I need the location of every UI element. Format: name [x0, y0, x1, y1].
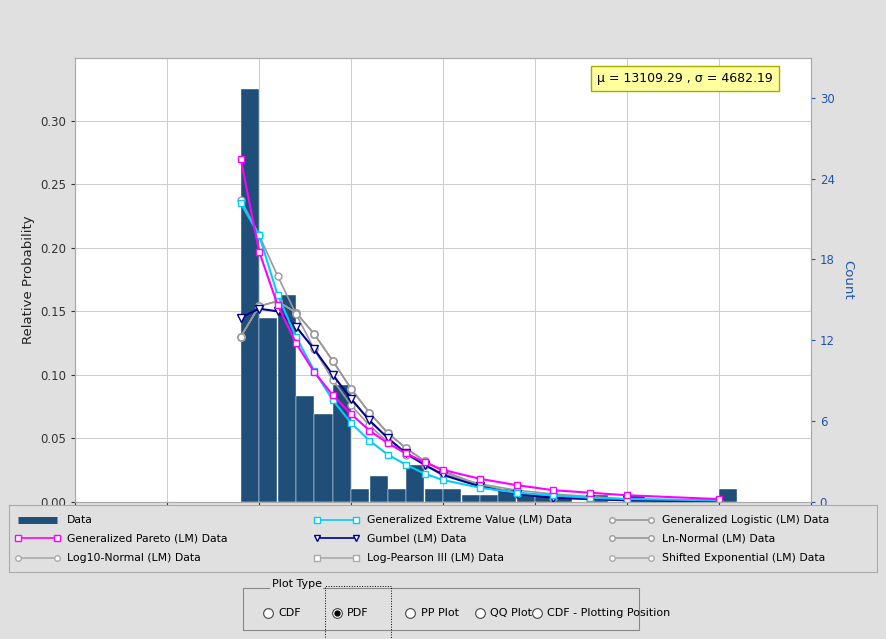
Bar	[719, 489, 737, 502]
X-axis label: Flow (cfs): Flow (cfs)	[405, 529, 481, 543]
Bar	[388, 489, 406, 502]
Bar	[315, 414, 332, 502]
Text: Plot Type: Plot Type	[272, 578, 322, 589]
Bar	[590, 495, 609, 502]
Bar	[351, 489, 369, 502]
Bar	[627, 495, 645, 502]
Bar	[424, 489, 443, 502]
Text: Data: Data	[67, 514, 93, 525]
Text: PDF: PDF	[347, 608, 369, 619]
Text: Log-Pearson III (LM) Data: Log-Pearson III (LM) Data	[367, 553, 503, 564]
Bar	[443, 489, 462, 502]
Bar	[407, 465, 424, 502]
Text: Generalized Logistic (LM) Data: Generalized Logistic (LM) Data	[662, 514, 829, 525]
Text: Gumbel (LM) Data: Gumbel (LM) Data	[367, 534, 466, 543]
Bar	[498, 489, 517, 502]
Bar	[244, 588, 639, 630]
Bar	[369, 476, 388, 502]
Text: Shifted Exponential (LM) Data: Shifted Exponential (LM) Data	[662, 553, 825, 564]
Bar	[480, 495, 498, 502]
Text: Log10-Normal (LM) Data: Log10-Normal (LM) Data	[67, 553, 201, 564]
Text: μ = 13109.29 , σ = 4682.19: μ = 13109.29 , σ = 4682.19	[597, 72, 773, 85]
Bar	[277, 295, 296, 502]
Text: CDF - Plotting Position: CDF - Plotting Position	[547, 608, 670, 619]
Text: QQ Plot: QQ Plot	[490, 608, 532, 619]
Text: Generalized Extreme Value (LM) Data: Generalized Extreme Value (LM) Data	[367, 514, 571, 525]
Text: Ln-Normal (LM) Data: Ln-Normal (LM) Data	[662, 534, 775, 543]
Text: CDF: CDF	[278, 608, 300, 619]
Bar	[260, 318, 277, 502]
Y-axis label: Count: Count	[841, 259, 854, 300]
Bar	[241, 89, 259, 502]
Text: Generalized Pareto (LM) Data: Generalized Pareto (LM) Data	[67, 534, 228, 543]
Bar	[296, 396, 315, 502]
Y-axis label: Relative Probability: Relative Probability	[22, 215, 35, 344]
Bar	[517, 495, 535, 502]
Bar	[462, 495, 479, 502]
Bar	[333, 385, 351, 502]
Bar	[554, 495, 571, 502]
Bar	[535, 495, 553, 502]
Text: PP Plot: PP Plot	[421, 608, 459, 619]
